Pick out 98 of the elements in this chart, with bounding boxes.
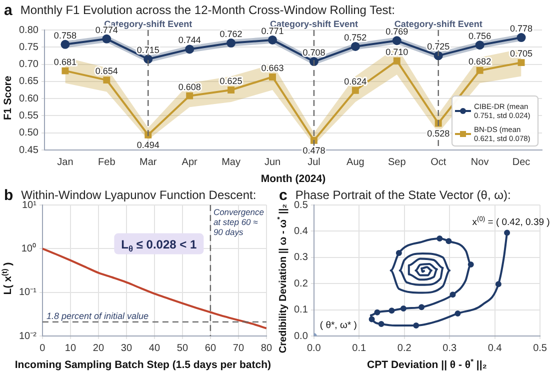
data-label: 0.752 [344,32,367,42]
data-label: 0.778 [510,24,533,34]
x-tick-label: 40 [148,342,160,354]
data-label: 0.758 [54,30,76,40]
x-axis-title: Incoming Sampling Batch Step (1.5 days per batch) [14,359,272,371]
x-tick-label: Jan [57,156,74,168]
data-label: 0.608 [178,82,201,92]
x-tick-label: 30 [120,342,132,354]
point [350,42,360,51]
x-tick-label: 50 [176,342,188,354]
x-tick-label: Jun [264,156,281,168]
x-tick-label: Sep [388,156,406,168]
annotation: ( θ*, ω* ) [320,320,357,331]
data-label: 0.725 [427,42,450,52]
y-tick-label: 0.3 [294,252,308,264]
point [518,59,525,66]
y-tick-label: 0.50 [18,128,39,139]
data-label: 0.710 [386,46,408,57]
x-tick-label: 0.0 [306,342,322,354]
text: b [4,187,14,204]
point [392,36,402,46]
data-label: 0.625 [220,76,242,86]
data-label: 0.624 [344,76,367,86]
y-tick-label: 0.1 [294,304,308,316]
x-tick-label: Nov [470,156,489,168]
chart-title: Phase Portrait of the State Vector (θ, ω): [295,188,511,202]
point [268,35,277,44]
point [475,40,484,50]
x-tick-label: Jul [308,156,320,168]
x-tick-label: 0.4 [488,342,502,354]
data-label: 0.478 [302,145,326,156]
point [62,67,69,74]
text: a [4,2,13,19]
point [226,38,236,48]
x-tick-label: Dec [512,156,530,168]
text: c [279,187,288,204]
x-tick-label: 80 [260,342,272,354]
y-tick-label: 10⁰ [21,242,36,254]
y-tick-label: 0.5 [294,200,308,211]
point [228,86,235,94]
point [60,40,70,49]
y-tick-label: 0.60 [18,93,39,104]
x-tick-label: 60 [204,342,216,354]
data-label: 0.663 [261,62,284,73]
y-tick-label: 0.4 [294,226,308,237]
y-axis-title: F1 Score [2,76,14,120]
x-tick-label: 0.5 [533,342,548,354]
point [352,86,359,94]
y-tick-label: 10⁻¹ [19,287,38,298]
point [103,76,110,84]
y-tick-label: 0.55 [18,110,39,122]
y-tick-label: 0.75 [18,42,39,53]
y-tick-label: 0.2 [294,278,308,290]
data-label: 0.762 [220,29,242,40]
x-tick-label: 0.2 [397,342,412,354]
x-tick-label: 20 [92,342,104,354]
x-tick-label: Aug [346,156,364,168]
data-label: 0.654 [95,66,118,76]
y-tick-label: 0.70 [18,59,39,70]
point [393,57,400,64]
x-tick-label: 0.1 [352,342,367,354]
point [186,92,194,100]
ref-line-label: Category-shift Event [394,19,482,29]
data-label: 0.494 [136,140,160,150]
data-label: 0.769 [386,26,408,37]
x-tick-label: Oct [430,156,446,168]
x-tick-label: 70 [232,342,244,354]
point [476,66,484,74]
x-tick-label: 0.3 [442,342,457,354]
y-tick-label: 10⁻² [19,330,38,342]
data-label: 0.705 [510,48,533,59]
ref-line-label: 1.8 percent of initial value [46,310,149,321]
point [185,44,194,54]
data-label: 0.681 [54,56,76,67]
y-tick-label: 0.80 [18,24,39,36]
y-tick-label: 0.0 [294,330,308,342]
chart-title: Monthly F1 Evolution across the 12-Month Cross-Window Rolling Test: [20,3,395,17]
point [516,33,526,42]
point [144,54,153,64]
x-axis-title: Month (2024) [260,173,326,185]
x-tick-label: Mar [140,156,158,168]
x-tick-label: Feb [98,156,116,168]
ref-line-label: Category-shift Event [104,19,192,29]
data-label: 0.715 [136,45,160,56]
x-tick-label: 0 [40,342,46,354]
x-tick-label: 10 [64,342,76,354]
point [102,34,112,44]
y-tick-label: 0.45 [18,144,39,156]
x-tick-label: May [222,156,240,168]
data-label: 0.756 [468,31,492,42]
ref-line-label: Convergence at step 60 ≈ 90 days [213,207,264,237]
y-tick-label: 10¹ [22,200,38,211]
data-label: 0.682 [468,56,492,66]
data-label: 0.744 [178,35,201,46]
point [269,73,276,80]
chart-title: Within-Window Lyapunov Function Descent: [21,188,256,202]
x-tick-label: Apr [182,156,198,168]
y-tick-label: 0.65 [18,76,39,88]
